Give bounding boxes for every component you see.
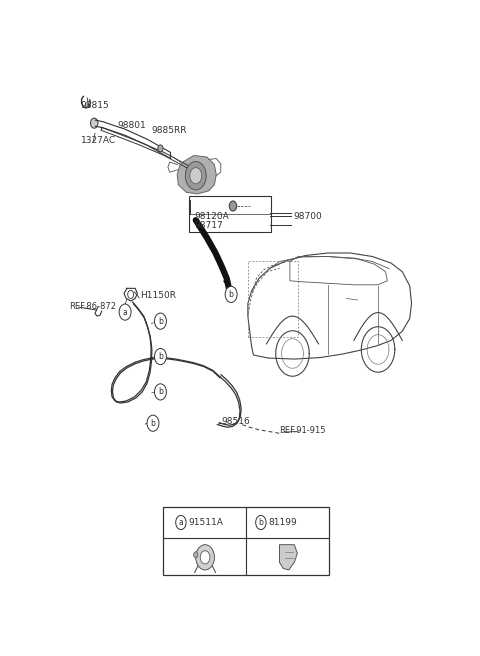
Circle shape: [256, 516, 266, 529]
FancyBboxPatch shape: [163, 506, 329, 575]
Text: b: b: [151, 419, 156, 428]
Circle shape: [200, 551, 210, 564]
Text: 1327AC: 1327AC: [81, 136, 116, 146]
Polygon shape: [279, 544, 297, 570]
Text: 98717: 98717: [194, 220, 223, 230]
Circle shape: [229, 201, 237, 211]
Text: H1150R: H1150R: [140, 291, 176, 300]
Text: b: b: [158, 317, 163, 325]
Text: 98815: 98815: [81, 102, 109, 110]
Text: a: a: [123, 308, 128, 317]
Text: 91511A: 91511A: [188, 518, 223, 527]
Text: a: a: [179, 518, 183, 527]
Circle shape: [190, 168, 202, 184]
Circle shape: [185, 161, 206, 190]
Text: 98801: 98801: [118, 121, 146, 130]
Text: REF.86-872: REF.86-872: [69, 302, 116, 310]
Circle shape: [155, 348, 167, 365]
Circle shape: [196, 544, 215, 570]
Text: REF.91-915: REF.91-915: [279, 426, 325, 435]
Text: 98700: 98700: [294, 212, 323, 220]
Circle shape: [128, 291, 133, 298]
Circle shape: [119, 304, 131, 320]
Circle shape: [176, 516, 186, 529]
Text: b: b: [158, 388, 163, 396]
Circle shape: [155, 384, 167, 400]
Text: b: b: [228, 290, 234, 299]
Circle shape: [193, 552, 198, 558]
Circle shape: [225, 286, 237, 302]
Circle shape: [158, 145, 163, 152]
Circle shape: [155, 313, 167, 329]
Text: 98120A: 98120A: [194, 212, 228, 220]
Text: 98516: 98516: [221, 417, 250, 426]
Polygon shape: [177, 155, 216, 194]
Text: b: b: [258, 518, 264, 527]
Circle shape: [91, 118, 98, 128]
Text: 81199: 81199: [268, 518, 297, 527]
Text: b: b: [158, 352, 163, 361]
Circle shape: [147, 415, 159, 431]
Text: 9885RR: 9885RR: [151, 126, 187, 135]
